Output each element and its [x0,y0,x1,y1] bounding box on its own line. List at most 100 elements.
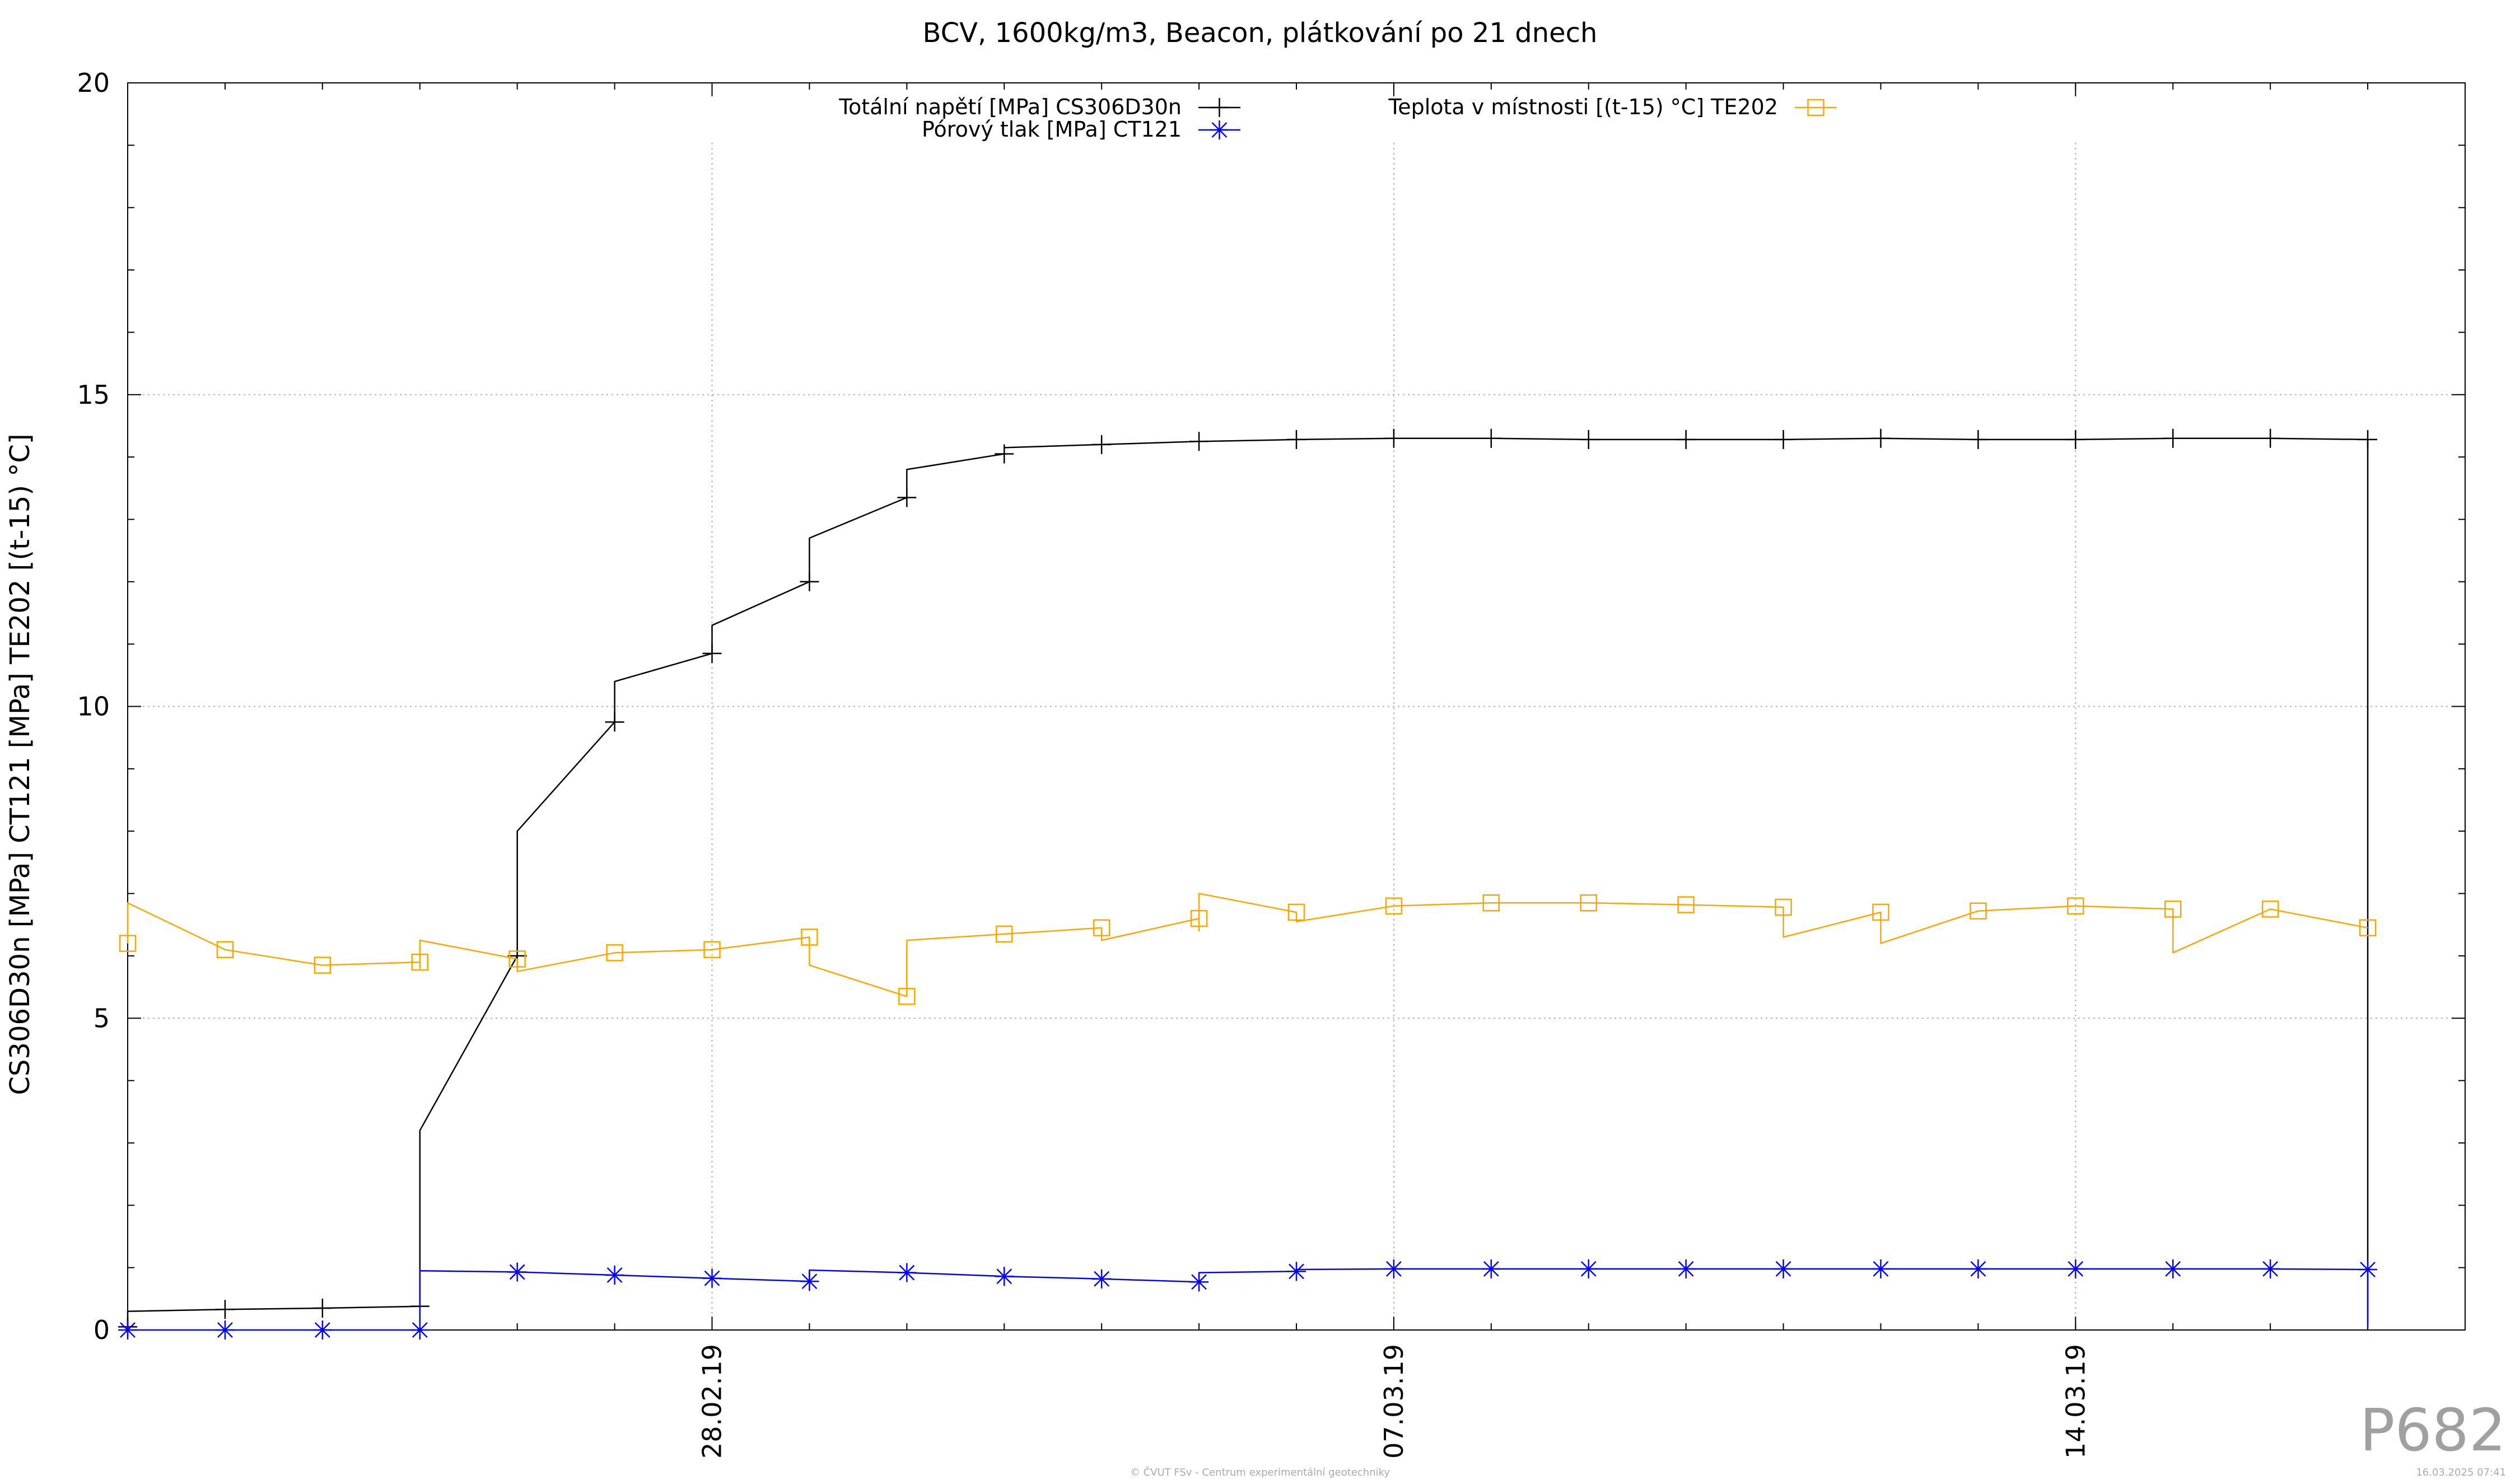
chart-title: BCV, 1600kg/m3, Beacon, plátkování po 21… [923,17,1598,49]
legend-entry: Teplota v místnosti [(t-15) °C] TE202 [1388,95,1837,119]
y-axis-label: CS306D30n [MPa] CT121 [MPa] TE202 [(t-15… [4,433,36,1095]
series-3 [119,893,2377,1005]
grid-lines [128,143,2465,1330]
data-point-square [508,950,526,968]
x-tick-label: 14.03.19 [2060,1344,2090,1459]
data-point-square [1190,909,1208,927]
data-point-plus [1481,428,1501,448]
data-point-plus [800,572,819,591]
series-layer [118,428,2378,1340]
data-point-plus [1774,430,1793,449]
data-point-square [1482,894,1500,912]
data-point-plus [995,444,1014,464]
data-point-plus [1968,430,1988,449]
data-point-square [1580,894,1597,912]
data-point-star [312,1320,332,1340]
x-tick-label: 28.02.19 [697,1344,727,1459]
data-point-star [2066,1259,2085,1278]
series-line [127,437,2369,1327]
series-line [127,893,2368,997]
data-point-plus [1287,430,1306,449]
data-point-square [1807,99,1824,116]
data-point-square [314,956,332,974]
data-point-plus [897,488,917,507]
data-point-plus [2163,428,2183,448]
data-point-star [1676,1259,1696,1278]
data-point-plus [1384,428,1403,448]
data-point-square [2261,900,2279,918]
data-point-plus [1579,430,1598,449]
data-point-square [606,944,623,962]
data-point-plus [605,712,624,732]
data-point-square [2067,897,2084,915]
data-point-square [1093,919,1110,937]
data-point-star [1774,1259,1793,1278]
data-point-square [898,988,916,1005]
data-point-star [1579,1259,1598,1278]
data-point-square [411,953,428,971]
legend-label: Totální napětí [MPa] CS306D30n [838,95,1182,119]
data-point-star [215,1320,235,1340]
data-point-plus [215,1300,235,1319]
x-tick-label: 07.03.19 [1379,1344,1409,1459]
data-point-square [119,935,137,952]
legend-label: Teplota v místnosti [(t-15) °C] TE202 [1388,95,1778,119]
series-2 [118,1259,2378,1340]
data-point-square [216,941,234,959]
data-point-square [2359,919,2377,937]
data-point-star [2358,1259,2378,1279]
data-point-square [1385,897,1403,915]
data-point-star [507,1262,527,1282]
data-point-star [410,1320,430,1340]
data-point-square [1287,903,1305,921]
footer-timestamp: 16.03.2025 07:41 [2416,1467,2506,1478]
data-point-plus [1210,98,1229,117]
series-line [128,1268,2369,1331]
data-point-square [703,941,721,959]
data-point-square [1872,903,1889,921]
data-point-star [2261,1259,2280,1278]
footer-credit: © ČVUT FSv - Centrum experimentální geot… [1130,1466,1390,1478]
data-point-square [1970,902,1987,920]
data-point-plus [702,643,722,663]
data-point-star [605,1266,624,1285]
data-point-star [118,1320,137,1340]
data-point-star [897,1263,917,1282]
y-tick-label: 5 [94,1003,110,1033]
data-point-plus [1092,435,1112,454]
legend-label: Pórový tlak [MPa] CT121 [922,117,1182,142]
series-1 [118,428,2378,1337]
legend-entry: Totální napětí [MPa] CS306D30n [838,95,1240,119]
legend-entry: Pórový tlak [MPa] CT121 [922,117,1240,142]
data-point-plus [1189,432,1209,451]
data-point-star [702,1268,722,1288]
data-point-square [1677,896,1695,913]
data-point-plus [1676,430,1696,449]
data-point-plus [312,1299,332,1318]
y-tick-label: 0 [94,1315,110,1345]
data-point-plus [2261,428,2280,448]
axis-ticks: 0 5 10 15 20 28.02.19 07.03.19 14.03.19 [77,68,2466,1459]
data-point-star [1384,1259,1403,1278]
data-point-star [995,1267,1014,1286]
data-point-plus [1871,428,1891,448]
plot-id: P682 [2360,1396,2506,1464]
data-point-square [2164,900,2182,918]
y-tick-label: 20 [77,68,110,98]
y-tick-label: 10 [77,692,110,722]
data-point-square [996,925,1013,943]
data-point-square [1775,898,1792,916]
data-point-star [800,1272,819,1291]
data-point-square [801,928,818,946]
data-point-star [2163,1259,2183,1278]
data-point-plus [2066,430,2085,449]
data-point-star [1287,1262,1306,1281]
y-tick-label: 15 [77,380,110,410]
data-point-star [1210,120,1229,139]
data-point-star [1871,1259,1891,1278]
data-point-star [1481,1259,1501,1278]
data-point-star [1092,1269,1112,1289]
data-point-plus [2358,430,2378,449]
